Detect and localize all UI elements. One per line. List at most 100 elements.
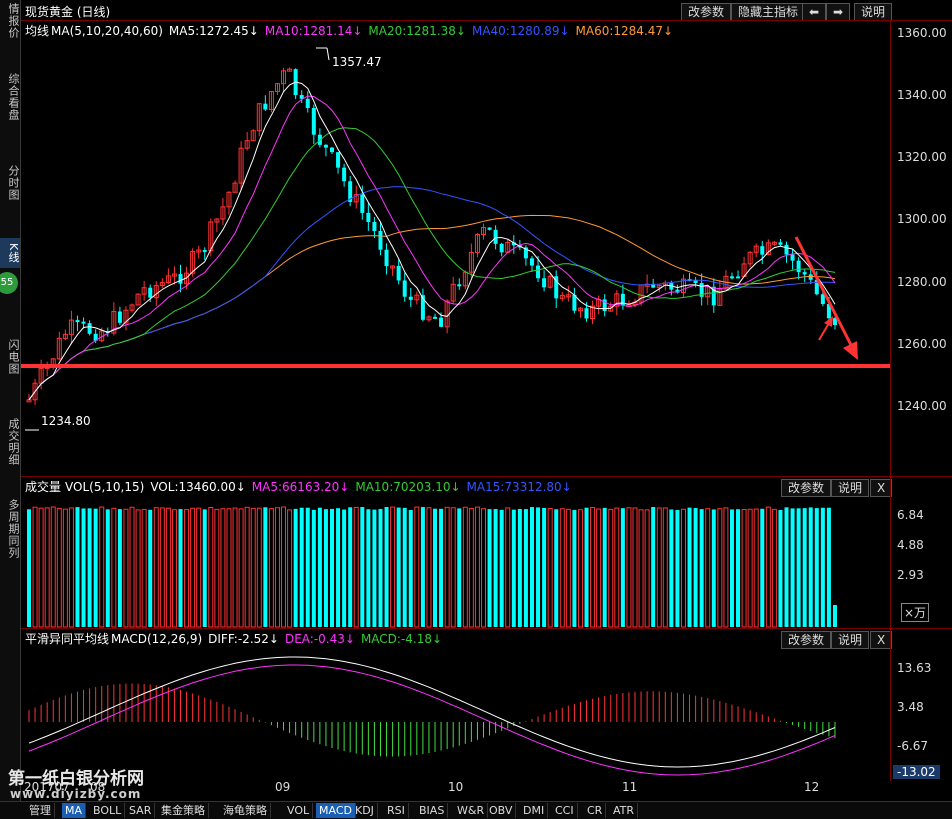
volume-bar xyxy=(481,508,486,628)
candle xyxy=(487,227,492,231)
tab-obv[interactable]: OBV xyxy=(486,803,517,818)
volume-bar xyxy=(662,507,668,628)
volume-bar xyxy=(305,507,310,627)
candle xyxy=(414,291,420,305)
sidebar-tab-kline[interactable]: K线 xyxy=(0,238,20,268)
sidebar-tab-info[interactable]: 情报价 xyxy=(7,3,20,39)
candle xyxy=(141,280,147,301)
change-params-button[interactable]: 改参数 xyxy=(681,3,732,21)
volume-bar xyxy=(232,507,238,628)
downtrend-arrowhead xyxy=(843,341,858,360)
tab-jijin-strategy[interactable]: 集金策略 xyxy=(158,803,209,818)
tab-vol[interactable]: VOL xyxy=(284,803,314,818)
candle xyxy=(614,290,620,316)
help-button[interactable]: 说明 xyxy=(854,3,893,21)
hide-main-indicator-button[interactable]: 隐藏主指标 xyxy=(731,3,806,21)
macd-close-button[interactable]: X xyxy=(870,631,893,649)
volume-bar xyxy=(687,507,692,627)
candle xyxy=(408,287,413,308)
prev-arrow-button[interactable]: ⬅ xyxy=(802,3,827,21)
volume-bar xyxy=(226,508,232,628)
volume-bar xyxy=(584,507,589,627)
volume-bar xyxy=(832,605,837,627)
candle xyxy=(778,239,783,246)
macd-title: 平滑异同平均线 xyxy=(25,632,110,646)
tab-kdj[interactable]: KDJ xyxy=(352,803,378,818)
candle xyxy=(565,285,571,302)
sidebar-tab-overview[interactable]: 综合看盘 xyxy=(7,73,20,121)
macd-diff: DIFF:-2.52↓ xyxy=(208,632,279,646)
volume-bar xyxy=(311,509,316,627)
tab-ma[interactable]: MA xyxy=(62,803,87,818)
vol-change-params-button[interactable]: 改参数 xyxy=(781,479,832,497)
volume-bar xyxy=(93,508,98,627)
volume-bar xyxy=(208,507,214,628)
candle xyxy=(462,270,468,290)
volume-tick: 6.84 xyxy=(897,508,924,522)
volume-bar xyxy=(68,507,74,628)
volume-bar xyxy=(565,508,571,628)
tab-macd[interactable]: MACD xyxy=(316,803,356,818)
volume-bar xyxy=(268,508,274,628)
candle xyxy=(123,306,129,331)
vol-help-button[interactable]: 说明 xyxy=(831,479,870,497)
volume-bar xyxy=(348,507,353,627)
vol-legend: 成交量 VOL(5,10,15) VOL:13460.00↓ MA5:66163.20… xyxy=(25,478,578,496)
trend-arrows xyxy=(21,236,890,368)
tab-boll[interactable]: BOLL xyxy=(90,803,126,818)
sidebar-tab-trades[interactable]: 成交明细 xyxy=(7,418,20,466)
vol-ma15: MA15:73312.80↓ xyxy=(466,480,572,494)
volume-bar xyxy=(771,508,777,628)
tab-cci[interactable]: CCI xyxy=(552,803,578,818)
tab-atr[interactable]: ATR xyxy=(610,803,639,818)
candle xyxy=(293,68,298,100)
candle xyxy=(511,235,516,254)
tab-cr[interactable]: CR xyxy=(584,803,607,818)
candle xyxy=(336,151,341,174)
price-tick: 1260.00 xyxy=(897,337,947,351)
vol-close-button[interactable]: X xyxy=(870,479,893,497)
candle xyxy=(226,191,232,215)
tab-bias[interactable]: BIAS xyxy=(416,803,449,818)
tab-wr[interactable]: W&R xyxy=(454,803,489,818)
macd-tick: 13.63 xyxy=(897,661,932,675)
candle xyxy=(384,243,389,275)
macd-change-params-button[interactable]: 改参数 xyxy=(781,631,832,649)
volume-bar xyxy=(27,509,31,627)
candle xyxy=(390,265,396,276)
volume-bar xyxy=(293,508,298,627)
next-arrow-button[interactable]: ➡ xyxy=(826,3,851,21)
tab-manage[interactable]: 管理 xyxy=(26,803,55,818)
sidebar-tab-multiperiod[interactable]: 多周期同列 xyxy=(7,499,20,559)
tab-rsi[interactable]: RSI xyxy=(384,803,409,818)
tab-sar[interactable]: SAR xyxy=(126,803,156,818)
ma-legend: 均线 MA(5,10,20,40,60) MA5:1272.45↓ MA10:1281… xyxy=(25,22,679,40)
x-axis-label: 11 xyxy=(622,780,638,794)
tab-turtle-strategy[interactable]: 海龟策略 xyxy=(220,803,271,818)
volume-bar xyxy=(202,509,207,627)
sidebar-tab-flash[interactable]: 闪电图 xyxy=(7,339,20,375)
candle xyxy=(529,256,534,272)
candle xyxy=(342,163,347,187)
volume-bar xyxy=(111,507,117,628)
candle xyxy=(44,361,50,377)
main-title-row: 现货黄金 (日线) xyxy=(25,3,116,21)
volume-bar xyxy=(38,507,44,628)
candle xyxy=(468,243,474,278)
candle xyxy=(741,256,747,277)
volume-bar xyxy=(56,507,62,628)
panel-separator xyxy=(21,20,952,21)
macd-help-button[interactable]: 说明 xyxy=(831,631,870,649)
candle xyxy=(602,294,607,317)
candle xyxy=(281,67,287,92)
volume-axis: 6.84 4.88 2.93 ×万 xyxy=(890,477,952,628)
rebound-arrowhead xyxy=(824,316,833,327)
sidebar-tab-timeshare[interactable]: 分时图 xyxy=(7,165,20,201)
volume-bar xyxy=(330,508,334,627)
volume-bar xyxy=(802,508,807,627)
candle xyxy=(705,286,711,306)
candle xyxy=(554,270,559,308)
volume-bar xyxy=(626,507,632,628)
tab-dmi[interactable]: DMI xyxy=(520,803,549,818)
volume-bar xyxy=(675,509,680,627)
